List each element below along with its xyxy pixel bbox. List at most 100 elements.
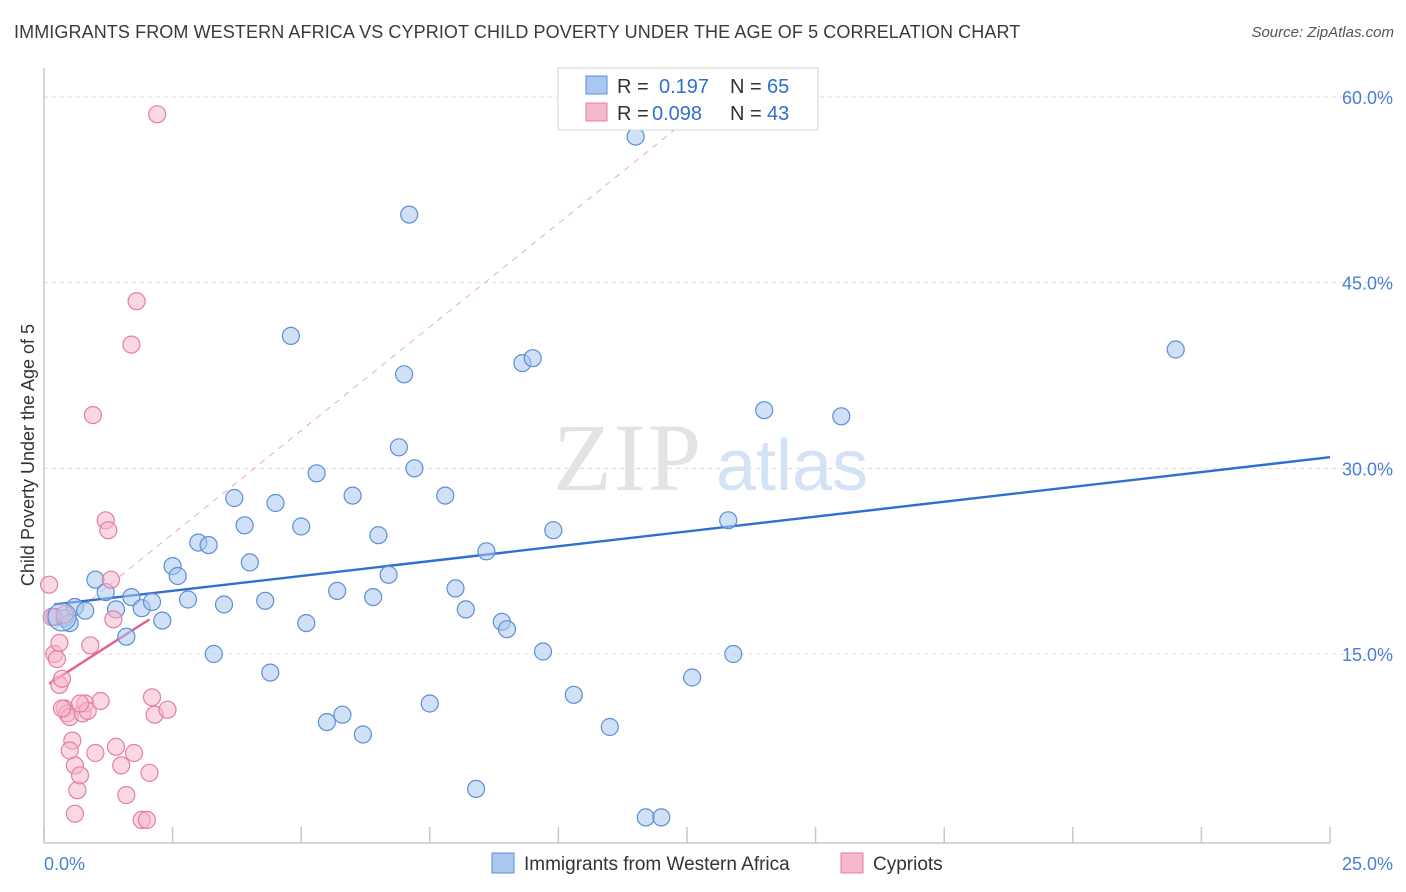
point-western-africa xyxy=(178,590,198,609)
point-western-africa xyxy=(343,486,362,505)
point-cypriots xyxy=(106,737,126,756)
trend-lines xyxy=(48,90,1331,685)
watermark-zip: ZIP xyxy=(553,404,703,511)
point-cypriots xyxy=(140,763,159,782)
point-cypriots xyxy=(68,781,87,800)
series-legend: Immigrants from Western Africa Cypriots xyxy=(491,852,943,875)
y-tick-label: 15.0% xyxy=(1342,645,1393,665)
point-western-africa xyxy=(281,326,300,345)
point-western-africa xyxy=(544,521,563,540)
x-tick-label-min: 0.0% xyxy=(44,854,85,874)
point-cypriots xyxy=(86,743,105,763)
point-cypriots xyxy=(148,105,167,124)
point-cypriots xyxy=(83,406,103,425)
point-cypriots xyxy=(122,335,141,354)
point-cypriots xyxy=(91,691,110,711)
point-cypriots xyxy=(47,649,67,669)
stats-n-value-pink: 43 xyxy=(767,103,789,125)
series-legend-label-blue: Immigrants from Western Africa xyxy=(524,854,790,875)
point-cypriots xyxy=(124,743,144,763)
point-cypriots xyxy=(158,700,177,719)
point-cypriots xyxy=(65,804,85,823)
point-western-africa xyxy=(292,517,311,536)
point-cypriots xyxy=(55,605,74,624)
watermark: ZIP atlas xyxy=(553,404,868,511)
x-tick-label-max: 25.0% xyxy=(1342,854,1393,874)
point-western-africa xyxy=(76,601,95,620)
point-cypriots xyxy=(99,521,118,540)
series-legend-label-pink: Cypriots xyxy=(873,854,943,875)
stats-n-label-blue: N = xyxy=(730,76,762,98)
point-cypriots xyxy=(104,610,123,629)
point-western-africa xyxy=(533,642,553,661)
tick-labels: 15.0% 30.0% 45.0% 60.0% 0.0% 25.0% xyxy=(44,88,1393,874)
point-western-africa xyxy=(477,542,496,561)
point-western-africa xyxy=(333,705,352,724)
point-western-africa xyxy=(364,587,383,607)
stats-n-label-pink: N = xyxy=(730,103,762,125)
point-cypriots xyxy=(101,570,121,589)
point-western-africa xyxy=(389,438,408,457)
point-western-africa xyxy=(395,365,414,384)
y-tick-label: 30.0% xyxy=(1342,459,1393,479)
point-cypriots xyxy=(52,699,72,718)
point-western-africa xyxy=(400,205,419,224)
series-legend-swatch-pink xyxy=(840,852,864,874)
stats-legend-swatch-pink xyxy=(585,102,608,122)
point-western-africa xyxy=(317,712,336,732)
point-western-africa xyxy=(153,611,172,630)
point-western-africa xyxy=(353,725,372,744)
point-western-africa xyxy=(379,565,398,584)
point-western-africa xyxy=(261,663,280,682)
point-western-africa-cluster xyxy=(47,602,77,632)
chart-title: IMMIGRANTS FROM WESTERN AFRICA VS CYPRIO… xyxy=(14,22,1021,42)
point-cypriots xyxy=(70,694,90,713)
series-legend-swatch-blue xyxy=(491,852,515,874)
point-western-africa xyxy=(117,627,136,646)
reference-dashed-line xyxy=(53,90,724,630)
point-cypriots xyxy=(81,636,100,655)
point-western-africa xyxy=(297,613,316,633)
point-western-africa xyxy=(235,516,254,535)
source-label: Source: ZipAtlas.com xyxy=(1251,24,1394,41)
point-western-africa xyxy=(369,526,388,545)
y-axis-title: Child Poverty Under the Age of 5 xyxy=(18,324,38,586)
point-western-africa xyxy=(225,488,244,508)
point-western-africa xyxy=(600,717,619,737)
axes xyxy=(43,68,1331,844)
point-western-africa xyxy=(420,694,439,713)
stats-r-value-blue: 0.197 xyxy=(659,76,709,98)
point-western-africa xyxy=(307,464,326,483)
stats-r-value-pink: 0.098 xyxy=(652,103,702,125)
point-western-africa xyxy=(446,579,465,598)
point-western-africa xyxy=(436,486,455,505)
point-western-africa xyxy=(1166,340,1185,359)
point-cypriots xyxy=(137,810,156,830)
point-western-africa xyxy=(564,685,583,704)
y-tick-label: 45.0% xyxy=(1342,274,1393,294)
point-western-africa xyxy=(240,553,259,572)
point-western-africa xyxy=(682,668,702,687)
stats-n-value-blue: 65 xyxy=(767,76,789,98)
point-cypriots xyxy=(142,688,162,707)
point-western-africa xyxy=(626,127,645,146)
point-western-africa xyxy=(266,493,285,513)
point-western-africa xyxy=(214,595,234,614)
point-western-africa xyxy=(122,587,141,607)
point-western-africa xyxy=(636,808,655,827)
gridlines xyxy=(44,96,1392,655)
point-western-africa xyxy=(497,620,517,639)
point-western-africa xyxy=(405,459,424,478)
data-points xyxy=(39,105,1185,830)
point-cypriots xyxy=(52,669,72,688)
point-western-africa xyxy=(168,566,187,586)
stats-legend: R = 0.197 N = 65 R = 0.098 N = 43 xyxy=(557,67,819,131)
point-western-africa xyxy=(142,592,162,612)
point-western-africa xyxy=(652,808,671,827)
point-cypriots xyxy=(50,633,69,653)
point-western-africa xyxy=(719,511,738,530)
point-western-africa xyxy=(523,349,542,368)
point-cypriots xyxy=(70,766,90,785)
point-western-africa xyxy=(724,644,743,664)
